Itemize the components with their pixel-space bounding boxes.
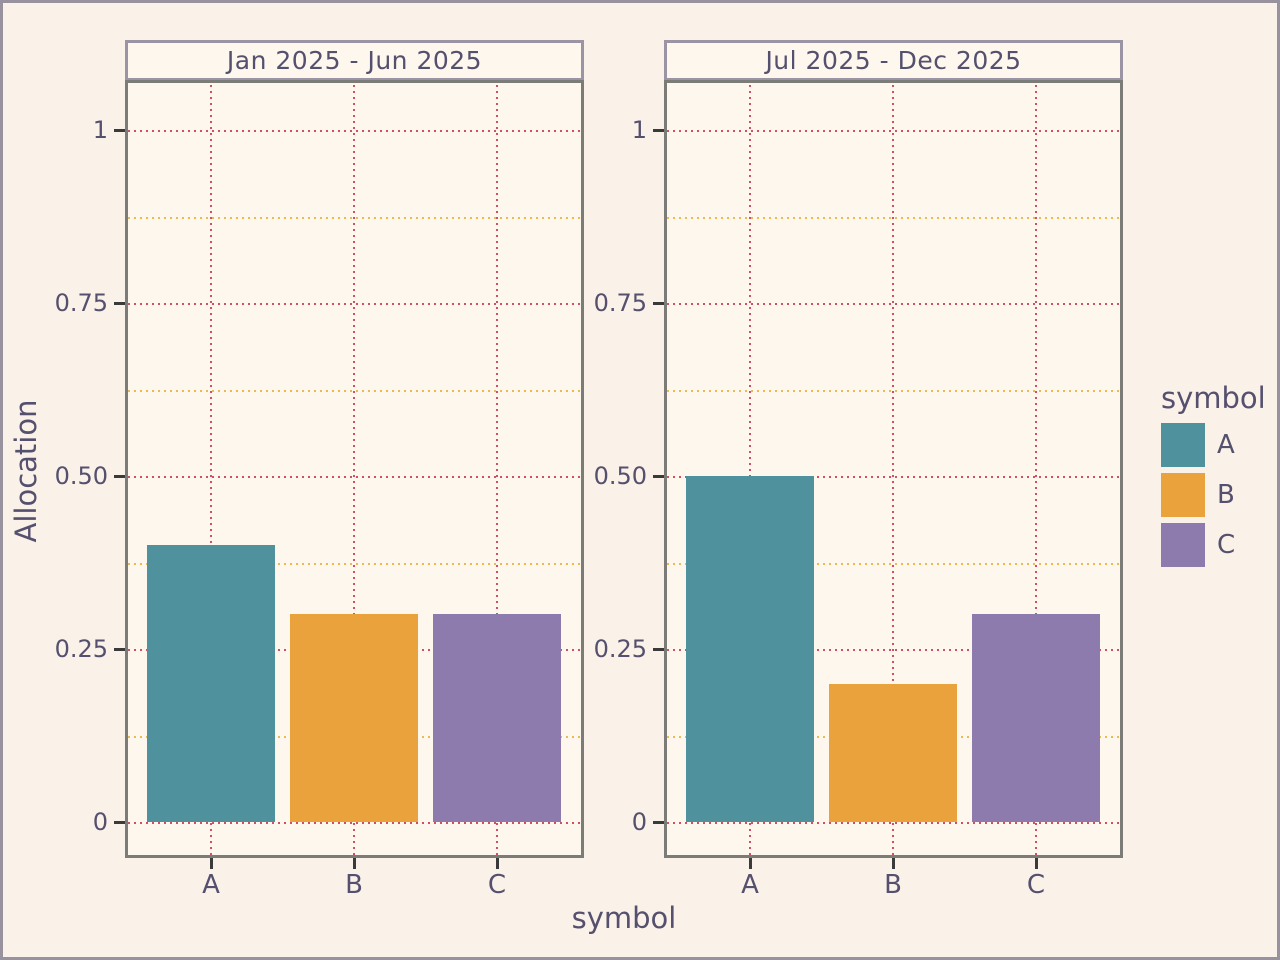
legend-label: B (1217, 480, 1235, 510)
x-tick-label: B (884, 870, 902, 900)
y-tick-mark (653, 821, 664, 824)
legend-item: A (1161, 423, 1276, 467)
y-tick-mark (653, 302, 664, 305)
legend-swatch-B (1161, 473, 1205, 517)
y-tick-label: 0.25 (593, 635, 647, 663)
x-tick-mark (210, 858, 213, 869)
gridline-major-vertical (496, 83, 498, 855)
x-tick-label: C (487, 870, 507, 900)
facet-title-left: Jan 2025 - Jun 2025 (226, 46, 483, 75)
x-tick-mark (353, 858, 356, 869)
y-tick-label: 1 (92, 116, 108, 144)
bar-A (147, 545, 275, 822)
y-tick-mark (653, 129, 664, 132)
legend-title: symbol (1161, 381, 1266, 415)
x-tick-label: A (741, 870, 759, 900)
bar-C (972, 614, 1100, 822)
legend-swatch-A (1161, 423, 1205, 467)
gridline-major-vertical (749, 83, 751, 855)
y-tick-label: 0.75 (54, 289, 108, 317)
gridline-major-vertical (892, 83, 894, 855)
plot-panel-right (664, 80, 1123, 858)
y-tick-label: 0 (92, 808, 108, 836)
gridline-major-vertical (1035, 83, 1037, 855)
legend-swatch-C (1161, 523, 1205, 567)
x-tick-label: B (345, 870, 363, 900)
legend-item: C (1161, 523, 1276, 567)
gridline-major-vertical (353, 83, 355, 855)
facet-title-right: Jul 2025 - Dec 2025 (765, 46, 1022, 75)
bar-C (433, 614, 561, 822)
bar-B (829, 683, 957, 822)
y-axis-title: Allocation (9, 399, 43, 543)
y-tick-mark (653, 648, 664, 651)
x-axis-title: symbol (571, 901, 677, 935)
bar-B (290, 614, 418, 822)
y-tick-label: 0.75 (593, 289, 647, 317)
plot-panel-left (125, 80, 584, 858)
facet-strip-left: Jan 2025 - Jun 2025 (125, 40, 584, 81)
x-tick-mark (892, 858, 895, 869)
x-tick-mark (1035, 858, 1038, 869)
x-tick-mark (496, 858, 499, 869)
y-tick-label: 1 (631, 116, 647, 144)
y-tick-mark (114, 129, 125, 132)
y-tick-label: 0.50 (593, 462, 647, 490)
gridline-major-vertical (210, 83, 212, 855)
y-tick-label: 0.25 (54, 635, 108, 663)
legend-item: B (1161, 473, 1276, 517)
facet-strip-right: Jul 2025 - Dec 2025 (664, 40, 1123, 81)
x-tick-mark (749, 858, 752, 869)
y-tick-mark (653, 475, 664, 478)
y-tick-mark (114, 302, 125, 305)
x-tick-label: C (1026, 870, 1046, 900)
x-tick-label: A (202, 870, 220, 900)
y-tick-label: 0 (631, 808, 647, 836)
y-tick-mark (114, 475, 125, 478)
legend-label: A (1217, 430, 1235, 460)
bar-A (686, 476, 814, 822)
y-tick-mark (114, 648, 125, 651)
y-tick-mark (114, 821, 125, 824)
legend-label: C (1217, 530, 1236, 560)
y-tick-label: 0.50 (54, 462, 108, 490)
